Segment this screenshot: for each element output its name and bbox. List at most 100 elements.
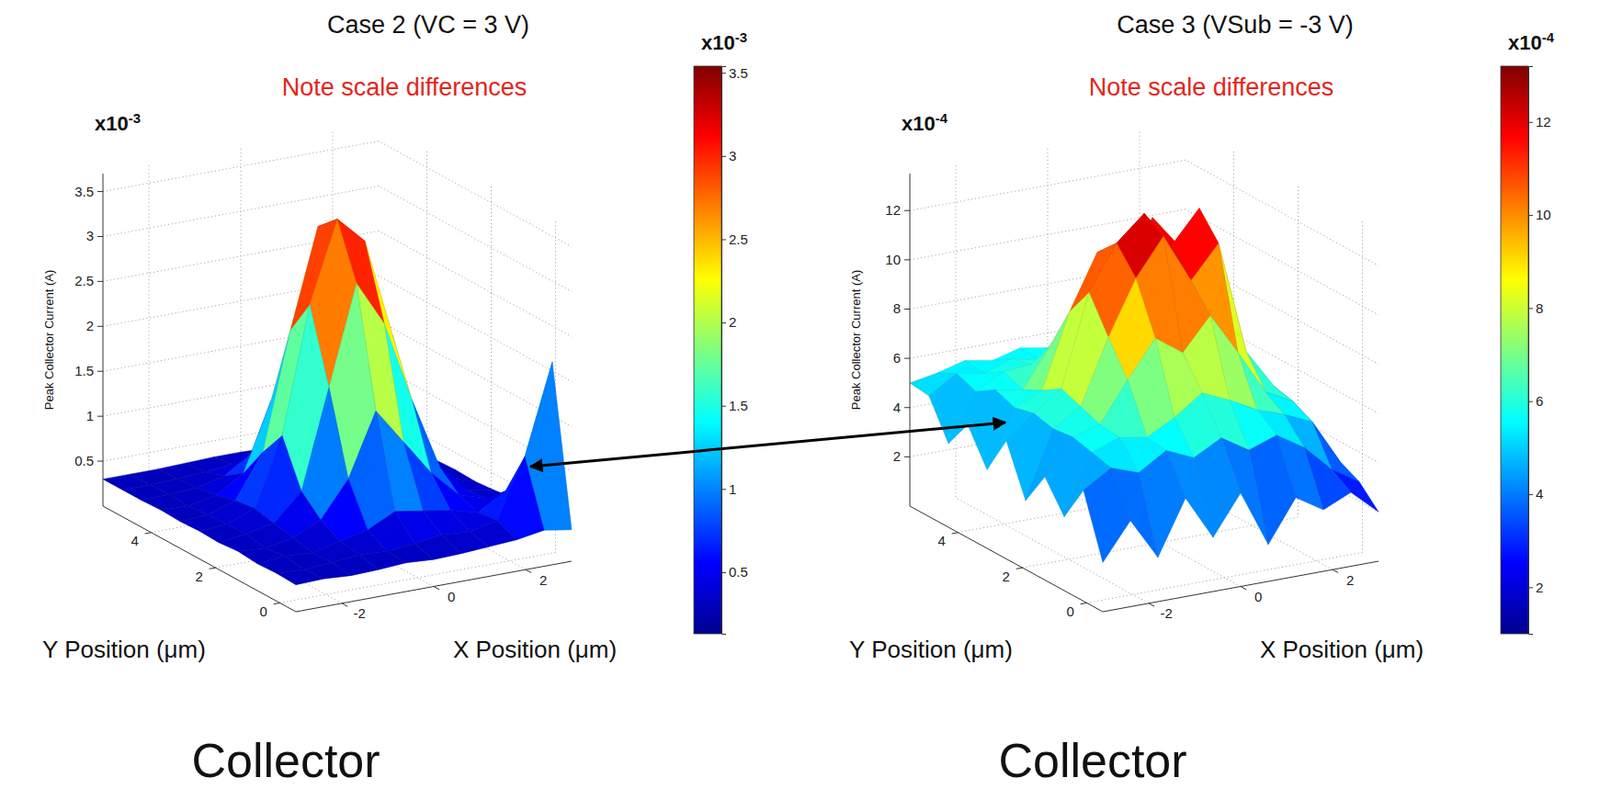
colorbar-tick-mark: [1528, 307, 1533, 309]
x-tick: [1332, 569, 1339, 573]
y-axis-title: Y Position (μm): [849, 635, 1013, 664]
colorbar-tick-label: 3: [728, 147, 737, 164]
z-axis-title: Peak Collector Current (A): [42, 270, 57, 410]
surface: [909, 208, 1379, 564]
surface-facet: [1083, 468, 1131, 564]
z-tick-label: 1.5: [74, 363, 94, 379]
surface: [102, 219, 572, 586]
grid-line: [1139, 131, 1333, 570]
colorbar-tick-mark: [1528, 215, 1533, 216]
z-tick: [97, 416, 103, 418]
y-tick-label: 2: [1001, 568, 1010, 585]
colorbar-bar: [693, 66, 722, 635]
colorbar-tick-label: 4: [1535, 486, 1544, 502]
colorbar-tick-mark: [1528, 122, 1533, 124]
colorbar-tick: 12: [1528, 113, 1552, 130]
grid: [102, 131, 572, 604]
x-tick: [341, 603, 348, 607]
colorbar-tick: 1.5: [721, 397, 749, 414]
colorbar-label: x10-4: [1508, 29, 1555, 55]
colorbar-tick-mark: [721, 488, 727, 490]
axes: -2020240.511.522.533.5: [74, 173, 572, 622]
axis-multiplier: x10-4: [901, 110, 949, 136]
z-tick-label: 4: [893, 399, 901, 416]
axis-multiplier: x10-3: [94, 110, 141, 136]
y-axis-line: [102, 506, 296, 613]
colorbar-label: x10-3: [701, 29, 748, 55]
y-tick: [1080, 602, 1088, 604]
z-axis-line: [102, 173, 104, 507]
z-tick: [904, 407, 910, 409]
colorbar-tick-mark: [721, 572, 727, 574]
z-tick-label: 0.5: [74, 453, 94, 469]
grid-line: [148, 165, 342, 604]
y-tick-label: 4: [937, 533, 945, 549]
z-tick: [904, 259, 910, 261]
z-tick: [97, 461, 103, 463]
y-tick: [273, 602, 281, 604]
panel-title: Case 2 (VC = 3 V): [327, 11, 530, 39]
colorbar-tick-mark: [721, 406, 727, 408]
x-tick-label: -2: [1160, 605, 1173, 622]
y-tick: [952, 533, 959, 534]
colorbar-tick-mark: [721, 72, 727, 74]
connector-arrow: [530, 422, 1006, 467]
x-tick-label: 2: [539, 572, 547, 589]
surface-facet: [276, 569, 324, 586]
colorbar-tick-label: 12: [1535, 113, 1552, 130]
colorbar-tick-label: 2.5: [728, 231, 749, 248]
z-tick: [904, 456, 910, 458]
surface-facet: [1100, 380, 1147, 439]
colorbar-axis-line: [722, 67, 727, 636]
colorbar-tick-mark: [1528, 587, 1533, 589]
colorbar-tick: 3.5: [721, 65, 749, 81]
y-tick: [1016, 567, 1023, 569]
panel-title: Case 3 (VSub = -3 V): [1116, 11, 1353, 39]
z-tick-label: 3: [86, 227, 94, 244]
colorbar-axis: 0.511.522.533.5: [721, 65, 749, 636]
y-axis-title: Y Position (μm): [42, 635, 206, 664]
colorbar-tick-label: 10: [1535, 206, 1552, 223]
colorbar-tick-label: 1: [728, 481, 737, 498]
x-tick: [433, 587, 440, 591]
annotation: Note scale differences: [282, 73, 528, 102]
y-tick-label: 0: [259, 603, 267, 620]
z-tick-label: 1: [86, 408, 94, 424]
colorbar-tick-label: 3.5: [728, 65, 749, 81]
colorbar-tick: 3: [721, 147, 737, 164]
panel: -20202424681012X Position (μm)Y Position…: [849, 11, 1555, 788]
x-tick-label: 0: [1254, 589, 1262, 605]
colorbar-tick-mark: [721, 238, 727, 240]
colorbar-tick-label: 8: [1535, 300, 1544, 317]
colorbar-tick: 2.5: [721, 231, 749, 248]
grid-line: [1047, 148, 1241, 588]
grid-line: [215, 184, 492, 568]
z-axis-title: Peak Collector Current (A): [849, 270, 863, 410]
colorbar: 0.511.522.533.5x10-3: [693, 29, 749, 636]
grid-line: [1087, 219, 1363, 603]
x-tick-label: 2: [1346, 572, 1354, 589]
colorbar-tick: 10: [1528, 206, 1552, 223]
y-tick-label: 0: [1066, 603, 1074, 620]
z-tick: [97, 191, 103, 193]
footer-label: Collector: [191, 734, 380, 788]
surface-facet: [937, 361, 985, 375]
z-tick: [97, 326, 103, 328]
x-axis-title: X Position (μm): [453, 635, 617, 664]
x-axis-line: [1102, 561, 1379, 613]
z-tick-label: 2.5: [74, 272, 94, 289]
y-tick-label: 4: [130, 533, 138, 549]
grid: [909, 131, 1379, 604]
grid-line: [1022, 184, 1299, 568]
colorbar-tick-mark: [1528, 494, 1533, 496]
surface-facet: [975, 372, 1023, 393]
z-tick: [97, 371, 103, 373]
colorbar-axis: 24681012: [1528, 67, 1552, 636]
footer-label: Collector: [998, 734, 1187, 788]
z-tick-label: 8: [893, 300, 901, 317]
y-tick: [145, 533, 152, 534]
grid-line: [955, 165, 1149, 604]
x-axis-title: X Position (μm): [1259, 635, 1424, 664]
z-tick: [97, 236, 103, 238]
colorbar-tick-label: 2: [728, 314, 737, 330]
